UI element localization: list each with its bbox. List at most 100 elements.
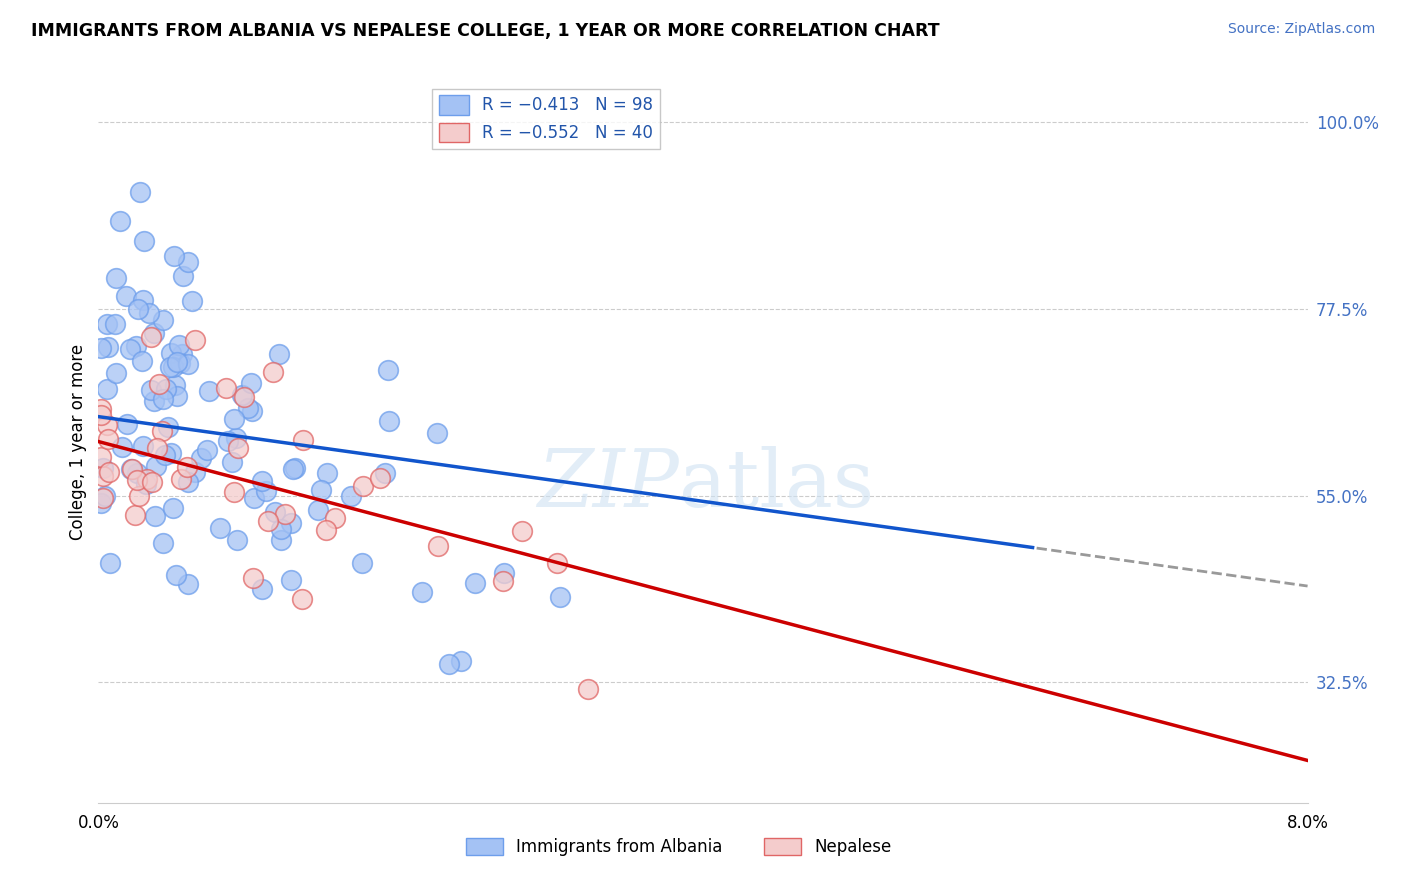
- Point: [165, 568, 187, 582]
- Point: [492, 574, 515, 588]
- Point: [250, 474, 273, 488]
- Point: [291, 592, 314, 607]
- Point: [250, 582, 273, 597]
- Point: [323, 511, 346, 525]
- Point: [183, 465, 205, 479]
- Point: [176, 460, 198, 475]
- Point: [141, 475, 163, 490]
- Point: [162, 249, 184, 263]
- Point: [262, 365, 284, 379]
- Point: [132, 439, 155, 453]
- Point: [181, 294, 204, 309]
- Point: [221, 455, 243, 469]
- Point: [163, 377, 186, 392]
- Point: [139, 330, 162, 344]
- Point: [195, 443, 218, 458]
- Point: [264, 505, 287, 519]
- Point: [127, 467, 149, 481]
- Point: [339, 489, 361, 503]
- Point: [374, 466, 396, 480]
- Point: [105, 271, 128, 285]
- Point: [94, 489, 117, 503]
- Text: ZIP: ZIP: [537, 446, 679, 524]
- Point: [128, 489, 150, 503]
- Point: [90, 341, 112, 355]
- Point: [98, 466, 121, 480]
- Point: [91, 491, 114, 506]
- Point: [166, 389, 188, 403]
- Point: [120, 343, 142, 357]
- Point: [190, 451, 212, 466]
- Point: [177, 475, 200, 489]
- Point: [215, 381, 238, 395]
- Point: [240, 404, 263, 418]
- Point: [411, 585, 433, 599]
- Point: [198, 384, 221, 398]
- Point: [131, 354, 153, 368]
- Point: [125, 339, 148, 353]
- Point: [160, 446, 183, 460]
- Point: [152, 536, 174, 550]
- Point: [222, 485, 245, 500]
- Point: [270, 533, 292, 547]
- Point: [90, 408, 112, 422]
- Point: [148, 376, 170, 391]
- Point: [167, 338, 190, 352]
- Point: [226, 533, 249, 547]
- Point: [145, 441, 167, 455]
- Point: [226, 442, 249, 456]
- Point: [426, 426, 449, 441]
- Point: [546, 556, 568, 570]
- Point: [90, 450, 112, 464]
- Point: [91, 469, 114, 483]
- Point: [97, 432, 120, 446]
- Point: [132, 234, 155, 248]
- Point: [121, 462, 143, 476]
- Point: [110, 214, 132, 228]
- Point: [128, 186, 150, 200]
- Point: [169, 356, 191, 370]
- Point: [157, 420, 180, 434]
- Point: [209, 521, 232, 535]
- Point: [224, 412, 246, 426]
- Point: [177, 254, 200, 268]
- Point: [135, 477, 157, 491]
- Point: [439, 657, 461, 672]
- Point: [120, 461, 142, 475]
- Point: [111, 440, 134, 454]
- Point: [150, 424, 173, 438]
- Point: [378, 414, 401, 428]
- Point: [152, 392, 174, 407]
- Point: [124, 508, 146, 523]
- Point: [96, 317, 118, 331]
- Point: [115, 289, 138, 303]
- Point: [139, 384, 162, 398]
- Point: [96, 417, 118, 432]
- Point: [184, 333, 207, 347]
- Point: [283, 462, 305, 476]
- Point: [162, 501, 184, 516]
- Point: [243, 491, 266, 505]
- Point: [231, 388, 253, 402]
- Point: [90, 401, 112, 416]
- Point: [169, 472, 191, 486]
- Point: [315, 523, 337, 537]
- Point: [135, 472, 157, 486]
- Point: [464, 576, 486, 591]
- Point: [162, 359, 184, 374]
- Point: [96, 382, 118, 396]
- Point: [510, 524, 533, 539]
- Point: [280, 516, 302, 530]
- Point: [315, 466, 337, 480]
- Point: [143, 326, 166, 340]
- Point: [177, 358, 200, 372]
- Point: [368, 471, 391, 485]
- Point: [90, 496, 112, 510]
- Point: [352, 478, 374, 492]
- Point: [352, 556, 374, 570]
- Point: [93, 461, 115, 475]
- Point: [284, 461, 307, 475]
- Point: [254, 484, 277, 499]
- Text: IMMIGRANTS FROM ALBANIA VS NEPALESE COLLEGE, 1 YEAR OR MORE CORRELATION CHART: IMMIGRANTS FROM ALBANIA VS NEPALESE COLL…: [31, 22, 939, 40]
- Point: [267, 347, 290, 361]
